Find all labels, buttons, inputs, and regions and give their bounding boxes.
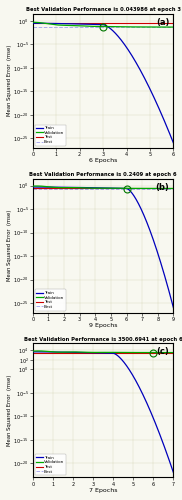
Y-axis label: Mean Squared Error  (mse): Mean Squared Error (mse) [7,45,12,117]
Title: Best Validation Performance is 0.043986 at epoch 3: Best Validation Performance is 0.043986 … [26,7,181,12]
Train [126,186,128,192]
Train [57,349,59,355]
Train [115,352,117,358]
Text: (a): (a) [156,18,169,26]
Train [138,201,140,207]
X-axis label: 6 Epochs: 6 Epochs [89,158,117,164]
Validation [115,350,117,356]
Train [68,184,70,190]
Validation [126,186,128,192]
Legend: Train, Validation, Test, Best: Train, Validation, Test, Best [35,454,66,475]
Train [172,140,175,146]
Line: Validation: Validation [33,351,173,352]
Validation [115,24,117,30]
Validation [138,350,140,356]
Validation [138,24,140,30]
Validation [126,24,128,30]
Test [32,185,34,191]
Line: Train: Train [33,352,173,473]
Validation [57,22,59,28]
Best [32,350,34,356]
Test [52,350,54,356]
Train [32,184,34,190]
Validation [68,184,70,190]
Validation [172,350,175,356]
Train [172,305,175,311]
Best [32,186,34,192]
Best [55,24,57,30]
Validation [115,185,117,191]
Train [95,350,98,356]
Train [68,350,70,356]
Y-axis label: Mean Squared Error  (mse): Mean Squared Error (mse) [7,210,12,282]
Title: Best Validation Performance is 0.2409 at epoch 6: Best Validation Performance is 0.2409 at… [29,172,177,177]
Validation [35,183,38,189]
Train [68,21,70,27]
Line: Validation: Validation [33,186,173,188]
Text: (b): (b) [156,182,169,192]
X-axis label: 9 Epochs: 9 Epochs [89,323,117,328]
Legend: Train, Validation, Test, Best: Train, Validation, Test, Best [35,290,66,310]
Train [32,20,34,26]
Train [95,185,98,191]
Validation [95,24,98,30]
X-axis label: 7 Epochs: 7 Epochs [89,488,117,493]
Train [115,185,117,191]
Validation [68,349,70,355]
Validation [172,24,175,30]
Train [57,184,59,190]
Validation [57,184,59,190]
Text: (c): (c) [157,348,169,356]
Train [57,20,59,26]
Legend: Train, Validation, Test, Best: Train, Validation, Test, Best [35,124,66,146]
Best [47,186,50,192]
Train [32,349,34,355]
Validation [96,350,98,356]
Validation [32,348,34,354]
Line: Train: Train [33,23,173,143]
Train [95,22,98,28]
Validation [138,186,140,192]
Test [32,20,34,26]
Train [115,30,117,36]
Validation [57,349,59,355]
Y-axis label: Mean Squared Error  (mse): Mean Squared Error (mse) [7,374,12,446]
Validation [32,19,34,25]
Validation [165,350,167,356]
Best [32,24,34,30]
Validation [126,350,128,356]
Test [55,20,57,26]
Train [138,383,140,389]
Validation [68,22,70,28]
Validation [172,186,175,192]
Best [52,350,54,356]
Test [32,350,34,356]
Train [138,64,140,70]
Validation [37,348,39,354]
Validation [167,186,169,192]
Train [172,470,175,476]
Test [47,185,50,191]
Train [126,363,128,369]
Validation [32,183,34,189]
Validation [96,185,98,191]
Train [126,44,128,51]
Line: Train: Train [33,187,173,308]
Title: Best Validation Performance is 3500.6941 at epoch 6: Best Validation Performance is 3500.6941… [24,336,182,342]
Line: Validation: Validation [33,22,173,27]
